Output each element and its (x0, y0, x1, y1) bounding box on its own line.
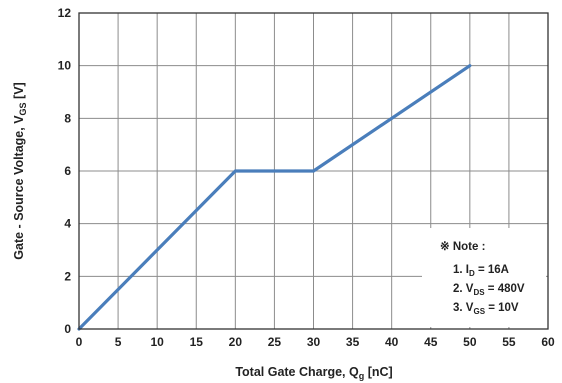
note-line-3: 3. VGS = 10V (453, 302, 519, 316)
x-axis-label: Total Gate Charge, Qg [nC] (235, 365, 392, 381)
x-tick-label: 5 (115, 335, 122, 349)
y-tick-label: 6 (64, 164, 71, 178)
series-line (77, 64, 472, 331)
x-tick-label: 50 (463, 335, 477, 349)
ticks-layer: 0 5 10 15 20 25 30 35 40 45 50 55 60 0 2 4 6 8 10 12 (58, 6, 555, 349)
x-tick-label: 0 (76, 335, 83, 349)
y-tick-label: 4 (64, 217, 71, 231)
y-tick-label: 8 (64, 111, 71, 125)
x-tick-label: 60 (541, 335, 555, 349)
x-tick-label: 20 (229, 335, 243, 349)
x-tick-label: 10 (150, 335, 164, 349)
x-tick-label: 35 (346, 335, 360, 349)
note-box: ※ Note : 1. ID = 16A 2. VDS = 480V 3. VG… (422, 228, 546, 327)
x-tick-label: 40 (385, 335, 399, 349)
y-tick-label: 0 (64, 322, 71, 336)
series-layer (77, 64, 472, 331)
y-tick-label: 2 (64, 269, 71, 283)
x-tick-label: 15 (190, 335, 204, 349)
y-axis-label: Gate - Source Voltage, VGS [V] (12, 82, 28, 259)
note-title: ※ Note : (440, 240, 485, 253)
x-tick-label: 45 (424, 335, 438, 349)
x-tick-label: 55 (502, 335, 516, 349)
x-tick-label: 25 (268, 335, 282, 349)
note-background (422, 228, 546, 327)
note-line-1: 1. ID = 16A (453, 264, 509, 278)
y-tick-label: 10 (58, 59, 72, 73)
x-tick-label: 30 (307, 335, 321, 349)
plot-frame (78, 12, 549, 330)
y-tick-label: 12 (58, 6, 72, 20)
note-line-2: 2. VDS = 480V (453, 283, 525, 297)
